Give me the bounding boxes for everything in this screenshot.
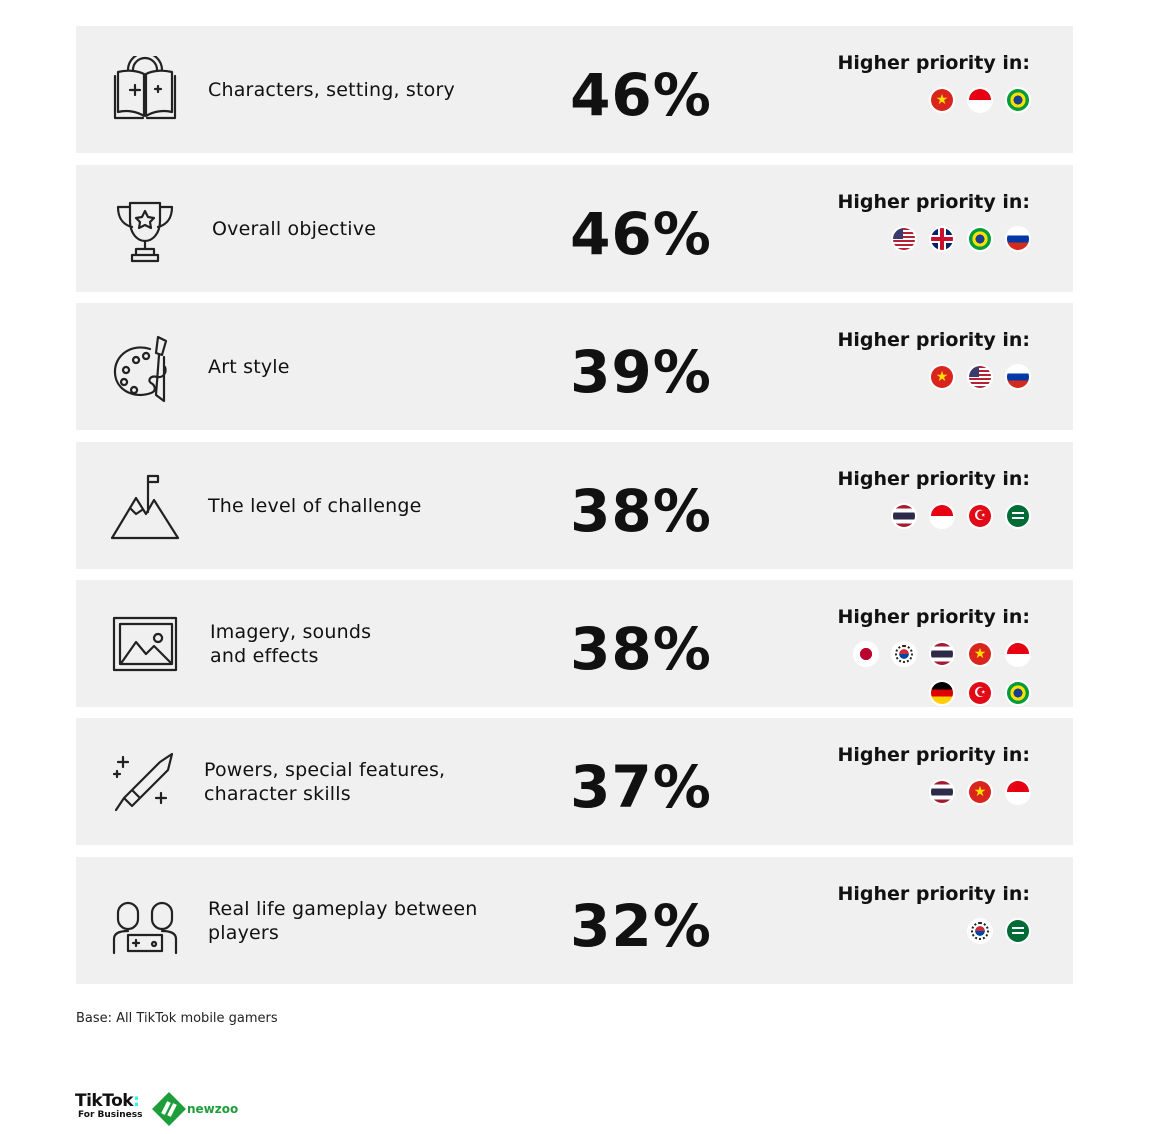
flag-turkey-icon (969, 682, 991, 704)
priority-row: The level of challenge 38% Higher priority… (76, 442, 1073, 569)
priority-row: Powers, special features, character skil… (76, 718, 1073, 845)
priority-row: Art style 39% Higher priority in: (76, 303, 1073, 430)
palette-icon (113, 335, 168, 403)
row-percentage: 46% (570, 200, 712, 268)
higher-priority-heading: Higher priority in: (837, 191, 1030, 213)
row-percentage: 46% (570, 61, 712, 129)
flag-group (829, 228, 1029, 250)
trophy-icon (116, 201, 174, 263)
row-label: Imagery, sounds and effects (210, 620, 372, 667)
flag-south-korea-icon (893, 643, 915, 665)
priority-row: Characters, setting, story 46% Higher prio… (76, 26, 1073, 153)
row-label: Characters, setting, story (208, 78, 455, 101)
flag-usa-icon (893, 228, 915, 250)
higher-priority-heading: Higher priority in: (837, 468, 1030, 490)
flag-group (829, 366, 1029, 388)
row-label: Powers, special features, character skil… (204, 758, 446, 805)
mountain-flag-icon (110, 474, 180, 540)
flag-thailand-icon (893, 505, 915, 527)
flag-vietnam-icon (969, 781, 991, 803)
flag-vietnam-icon (969, 643, 991, 665)
priority-row: Imagery, sounds and effects 38% Higher pri… (76, 580, 1073, 707)
row-label: Real life gameplay between players (208, 897, 478, 944)
priority-row: Overall objective 46% Higher priority in: (76, 165, 1073, 292)
flag-germany-icon (931, 682, 953, 704)
higher-priority-heading: Higher priority in: (837, 329, 1030, 351)
flag-brazil-icon (969, 228, 991, 250)
flag-russia-icon (1007, 228, 1029, 250)
tiktok-logo: TikTok: For Business (75, 1091, 143, 1121)
flag-saudi-arabia-icon (1007, 505, 1029, 527)
flag-group (829, 643, 1029, 665)
flag-usa-icon (969, 366, 991, 388)
higher-priority-heading: Higher priority in: (837, 744, 1030, 766)
flag-indonesia-icon (1007, 643, 1029, 665)
newzoo-logo: newzoo (152, 1092, 238, 1126)
row-label: The level of challenge (208, 494, 422, 517)
sword-icon (112, 752, 174, 812)
higher-priority-heading: Higher priority in: (837, 52, 1030, 74)
flag-vietnam-icon (931, 89, 953, 111)
flag-group (829, 89, 1029, 111)
row-percentage: 38% (570, 477, 712, 545)
flag-group (829, 505, 1029, 527)
gamers-icon (112, 901, 178, 955)
row-percentage: 37% (570, 753, 712, 821)
flag-vietnam-icon (931, 366, 953, 388)
flag-indonesia-icon (931, 505, 953, 527)
newzoo-mark-icon (152, 1092, 186, 1126)
higher-priority-heading: Higher priority in: (837, 606, 1030, 628)
flag-group (829, 682, 1029, 704)
base-note: Base: All TikTok mobile gamers (76, 1011, 278, 1026)
flag-saudi-arabia-icon (1007, 920, 1029, 942)
flag-turkey-icon (969, 505, 991, 527)
flag-uk-icon (931, 228, 953, 250)
row-label: Overall objective (212, 217, 377, 240)
row-label: Art style (208, 355, 290, 378)
row-percentage: 32% (570, 892, 712, 960)
flag-thailand-icon (931, 643, 953, 665)
flag-indonesia-icon (969, 89, 991, 111)
row-percentage: 39% (570, 338, 712, 406)
image-icon (112, 616, 178, 672)
flag-brazil-icon (1007, 682, 1029, 704)
flag-japan-icon (855, 643, 877, 665)
book-icon (113, 56, 177, 120)
flag-group (829, 920, 1029, 942)
flag-group (829, 781, 1029, 803)
higher-priority-heading: Higher priority in: (837, 883, 1030, 905)
flag-thailand-icon (931, 781, 953, 803)
flag-brazil-icon (1007, 89, 1029, 111)
flag-south-korea-icon (969, 920, 991, 942)
flag-indonesia-icon (1007, 781, 1029, 803)
row-percentage: 38% (570, 615, 712, 683)
flag-russia-icon (1007, 366, 1029, 388)
priority-row: Real life gameplay between players 32% Hig… (76, 857, 1073, 984)
